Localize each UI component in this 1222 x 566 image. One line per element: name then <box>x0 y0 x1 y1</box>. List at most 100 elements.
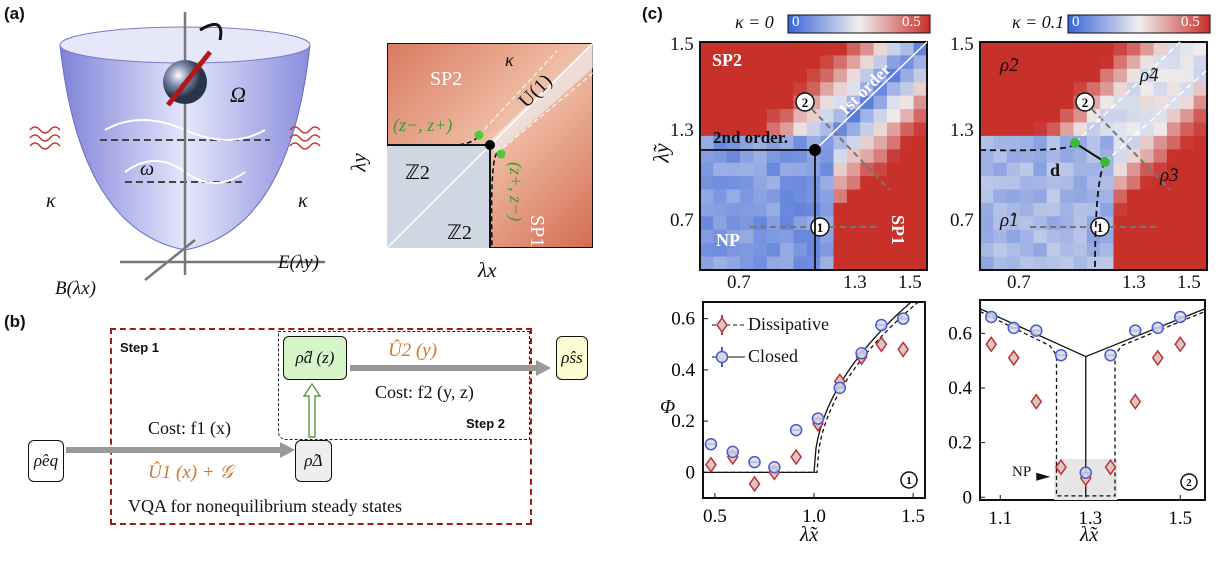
heatmap-cell <box>806 122 821 137</box>
theory-dissipative <box>703 301 925 474</box>
heatmap-cell <box>726 189 741 204</box>
heatmap-cell <box>1166 162 1181 177</box>
heatmap-cell <box>726 95 741 110</box>
heatmap-cell <box>1166 135 1181 150</box>
heatmap-cell <box>753 176 768 190</box>
heatmap-cell <box>780 149 794 164</box>
phase-xlabel: λx <box>478 258 497 282</box>
heatmap-cell <box>846 68 861 83</box>
heatmap-cell <box>700 256 714 271</box>
heatmap-cell <box>1153 176 1168 190</box>
heatmap-cell <box>1073 256 1088 271</box>
heatmap-cell <box>1006 256 1021 271</box>
heatmap-cell <box>900 42 915 56</box>
heatmap-cell <box>740 42 754 56</box>
heatmap-cell <box>900 135 915 150</box>
heatmap-cell <box>1126 55 1141 70</box>
np-annotation: NP <box>1012 464 1032 480</box>
heatmap-cell <box>766 122 781 137</box>
heatmap-cell <box>1193 122 1208 137</box>
heatmap-cell <box>993 42 1008 56</box>
colorbar <box>1067 14 1211 34</box>
heatmap-cell <box>1073 176 1088 190</box>
heatmap-cell <box>886 176 901 190</box>
heatmap-cell <box>1153 55 1168 70</box>
heatmap-cell <box>860 82 875 97</box>
closed-point <box>1174 310 1187 324</box>
heatmap-cell <box>846 202 861 217</box>
heatmap-cell <box>1060 162 1074 177</box>
heatmap-cell <box>1166 55 1181 70</box>
heatmap-cell <box>913 68 928 83</box>
heatmap-cell <box>753 149 768 164</box>
heatmap-cell <box>833 256 848 271</box>
heatmap-cell <box>860 42 875 56</box>
heatmap-cell <box>900 229 915 244</box>
heatmap-cell <box>1073 122 1088 137</box>
heatmap-cell <box>820 202 835 217</box>
heatmap-cell <box>900 256 915 271</box>
heatmap-cell <box>713 55 728 70</box>
heatmap-cell <box>1180 95 1195 110</box>
heatmap-cell <box>833 68 848 83</box>
heatmap-cell <box>1113 55 1128 70</box>
closed-point <box>1104 348 1117 362</box>
heatmap-cell <box>1193 55 1208 70</box>
heatmap-cell <box>766 202 781 217</box>
hm-ytick: 0.7 <box>950 210 974 231</box>
heatmap-cell <box>1100 256 1115 271</box>
path2-badge-text: 2 <box>1082 95 1089 110</box>
first-order-line <box>814 41 928 151</box>
heatmap-cell <box>1060 109 1074 123</box>
heatmap-cell <box>820 189 835 204</box>
heatmap-cell <box>700 122 714 137</box>
heatmap-cell <box>766 176 781 190</box>
heatmap-cell <box>713 42 728 56</box>
heatmap-cell <box>1126 176 1141 190</box>
heatmap-cell <box>1086 256 1101 271</box>
heatmap-cell <box>900 243 915 258</box>
heatmap-cell <box>713 122 728 137</box>
heatmap-cell <box>1180 55 1195 70</box>
heatmap-cell <box>780 109 794 123</box>
heatmap-cell <box>1086 202 1101 217</box>
hm-ytick: 1.3 <box>950 120 974 141</box>
closed-point <box>1079 466 1092 479</box>
y-tick-label: 0.2 <box>948 433 972 454</box>
heatmap-cell <box>740 55 754 70</box>
heatmap-cell <box>1140 189 1155 204</box>
heatmap-cell <box>1100 176 1115 190</box>
heatmap-cell <box>833 122 848 137</box>
heatmap-cell <box>980 42 994 56</box>
heatmap-cell <box>993 135 1008 150</box>
heatmap-cell <box>780 135 794 150</box>
heatmap-cell <box>713 135 728 150</box>
vqa-caption: VQA for nonequilibrium steady states <box>128 496 402 516</box>
heatmap-cell <box>1166 149 1181 164</box>
cost2-label: Cost: f2 (y, z) <box>375 382 474 402</box>
heatmap-cell <box>753 42 768 56</box>
heatmap-cell <box>1140 202 1155 217</box>
heatmap-cell <box>1126 229 1141 244</box>
heatmap-cell <box>726 82 741 97</box>
closed-point <box>1030 324 1043 337</box>
heatmap-cell <box>913 149 928 164</box>
heatmap-cell <box>1166 82 1181 97</box>
heatmap-cell <box>793 42 808 56</box>
heatmap-cell <box>1060 216 1074 231</box>
heatmap-cell <box>1180 68 1195 83</box>
heatmaps: 1 2 1 2 <box>699 14 1211 271</box>
heatmap-cell <box>833 149 848 164</box>
heatmap-cell <box>980 202 994 217</box>
heatmap-cell <box>1180 109 1195 123</box>
cost1-label: Cost: f1 (x) <box>148 418 231 438</box>
heatmap-cell <box>1033 55 1048 70</box>
heatmap-cell <box>1086 162 1101 177</box>
heatmap-cell <box>1100 189 1115 204</box>
heatmap-cell <box>860 216 875 231</box>
heatmap-cell <box>873 135 888 150</box>
u2-label: Û2 (y) <box>388 340 438 361</box>
heatmap-cell <box>1060 55 1074 70</box>
z2-upper-label: ℤ2 <box>405 162 430 184</box>
heatmap-cell <box>1126 122 1141 137</box>
